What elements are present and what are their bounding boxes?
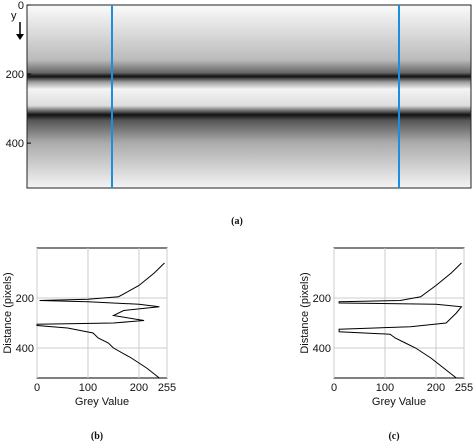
caption: (b) — [91, 431, 103, 442]
y-axis-label: Distance (pixels) — [299, 272, 311, 353]
caption: (a) — [231, 216, 243, 227]
y-tick-label: 400 — [6, 138, 24, 150]
x-tick-label: 0 — [34, 382, 40, 394]
y-tick-label: 200 — [16, 293, 34, 305]
x-tick-label: 200 — [130, 382, 148, 394]
x-tick-label: 100 — [376, 382, 394, 394]
plot-frame — [36, 247, 168, 379]
x-tick-label: 0 — [331, 382, 337, 394]
x-tick-label: 255 — [158, 382, 176, 394]
caption: (c) — [388, 431, 399, 442]
x-tick-label: 200 — [427, 382, 445, 394]
x-axis-label: Grey Value — [372, 396, 426, 408]
image — [26, 4, 472, 189]
plot-frame — [333, 247, 465, 379]
y-tick-label: 400 — [16, 343, 34, 355]
profile — [36, 262, 165, 379]
y-axis-label: Distance (pixels) — [2, 272, 14, 353]
profile — [338, 262, 463, 379]
arrow-head — [16, 34, 24, 40]
y-tick-label: 0 — [18, 0, 24, 12]
y-tick-label: 200 — [6, 69, 24, 81]
x-tick-label: 255 — [455, 382, 473, 394]
y-tick-label: 200 — [313, 293, 331, 305]
axis-label: y — [11, 10, 17, 22]
y-tick-label: 400 — [313, 343, 331, 355]
x-axis-label: Grey Value — [75, 396, 129, 408]
x-tick-label: 100 — [79, 382, 97, 394]
